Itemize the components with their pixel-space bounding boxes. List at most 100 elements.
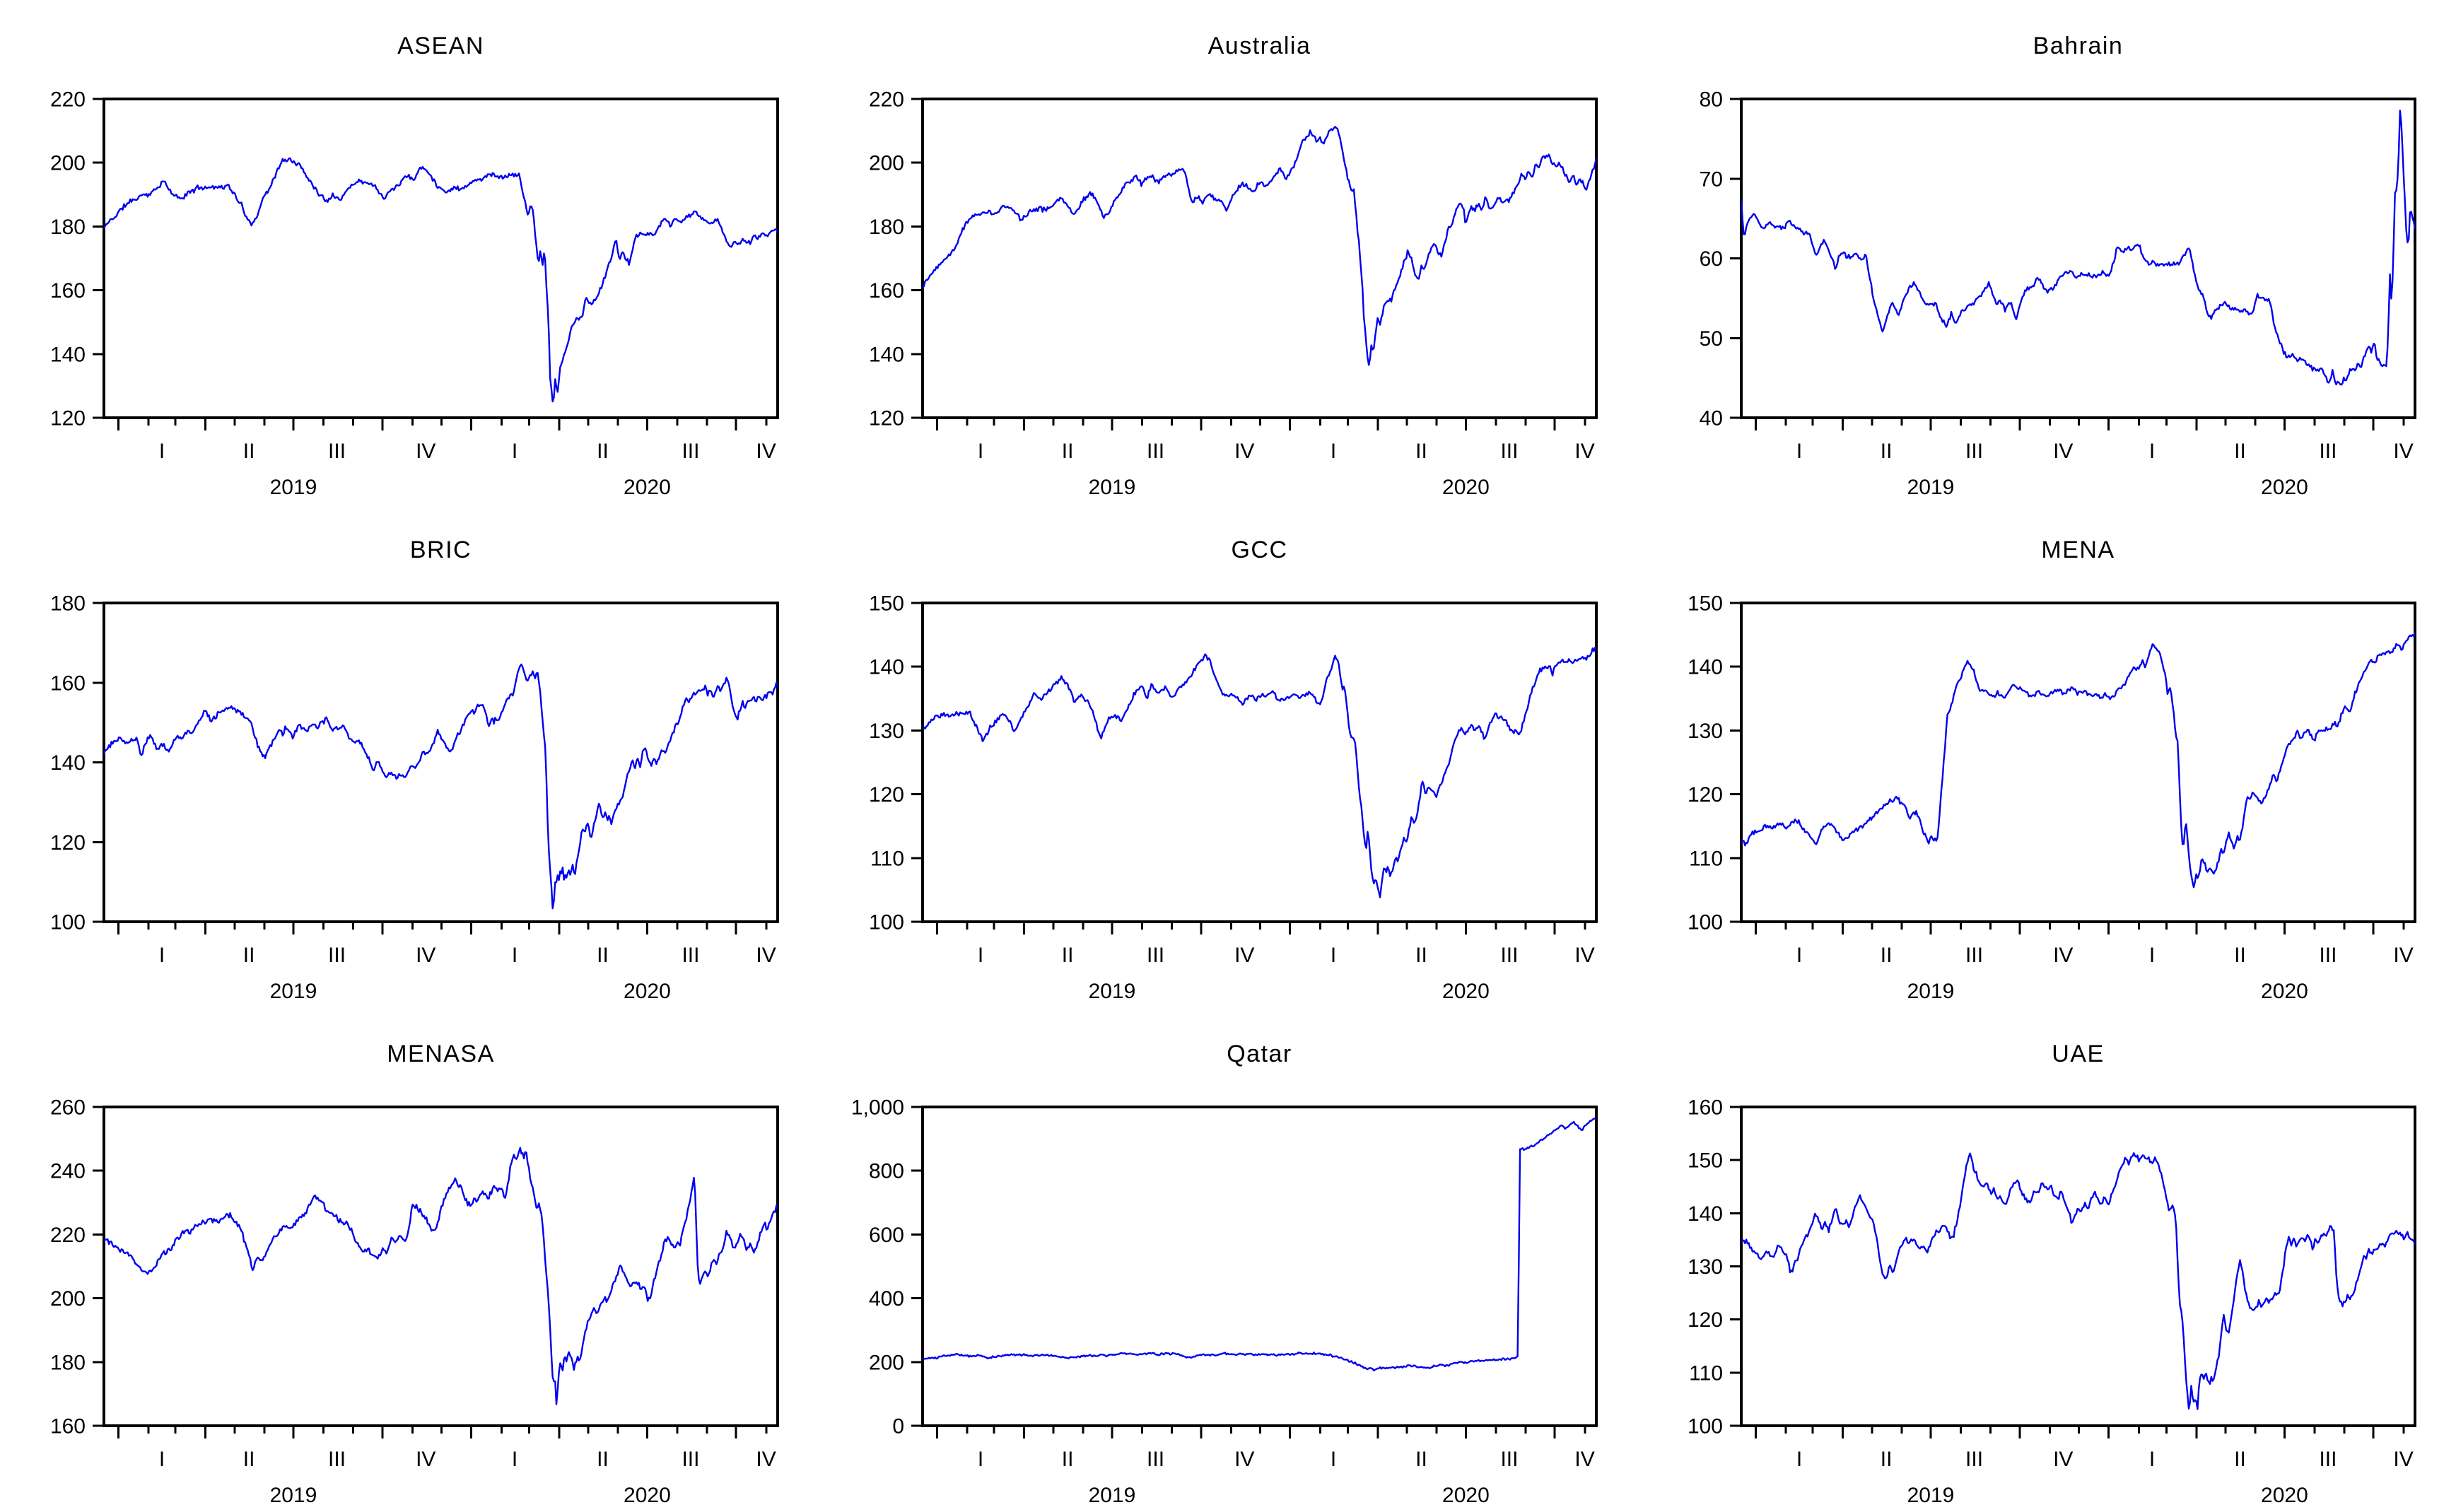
quarter-label: I [1796,944,1802,967]
chart-menasa: MENASA 160 180 200 220 240 260 I II III IV I II III I… [0,1008,819,1512]
y-axis-labels: 160 180 200 220 240 260 [50,1096,86,1438]
y-tick-label: 160 [869,279,904,303]
year-label: 2019 [270,1484,317,1507]
axis [1730,602,2405,934]
quarter-label: IV [756,440,776,463]
quarter-label: II [1062,1448,1074,1471]
quarter-label: I [1796,440,1802,463]
y-tick-label: 120 [1688,1308,1723,1332]
quarter-label: III [1147,944,1164,967]
y-tick-label: 80 [1700,88,1723,112]
y-tick-label: 120 [50,407,86,430]
y-tick-label: 200 [869,152,904,175]
y-tick-label: 110 [870,847,904,870]
y-axis-labels: 100 110 120 130 140 150 160 [1688,1096,1723,1438]
y-tick-label: 150 [1688,1149,1723,1173]
y-tick-label: 600 [869,1224,904,1247]
quarter-label: IV [1574,944,1594,967]
chart-mena: MENA 100 110 120 130 140 150 I II III IV I II III IV 2… [1637,504,2456,1008]
chart-bahrain: Bahrain 40 50 60 70 80 I II III IV I II III IV 2019 20… [1637,0,2456,504]
quarter-label: IV [1234,440,1254,463]
quarter-label: III [1965,1448,1983,1471]
axis [911,98,1586,430]
y-tick-label: 140 [50,751,86,775]
y-tick-label: 400 [869,1287,904,1311]
y-tick-label: 160 [50,1415,86,1438]
y-tick-label: 70 [1700,168,1723,191]
y-tick-label: 100 [50,911,86,934]
year-label: 2020 [624,476,671,499]
y-tick-label: 140 [869,343,904,366]
axis [93,98,768,430]
x-quarter-labels: I II III IV I II III IV [978,944,1595,967]
quarter-label: II [1415,440,1427,463]
year-label: 2020 [624,1484,671,1507]
x-quarter-labels: I II III IV I II III IV [159,440,776,463]
y-tick-label: 160 [50,672,86,695]
chart-title-bahrain: Bahrain [2033,33,2124,59]
series-line [923,126,1596,366]
y-tick-label: 180 [50,216,86,239]
quarter-label: II [2234,1448,2246,1471]
plot-box [921,1106,1598,1427]
quarter-label: III [1965,944,1983,967]
y-axis-labels: 100 110 120 130 140 150 [1688,592,1723,934]
chart-title-asean: ASEAN [397,33,484,59]
quarter-label: I [1796,1448,1802,1471]
y-tick-label: 150 [1688,592,1723,616]
y-tick-label: 140 [1688,1202,1723,1226]
x-year-labels: 2019 2020 [1089,980,1490,1003]
y-tick-label: 120 [869,407,904,430]
x-year-labels: 2019 2020 [1907,1484,2308,1507]
quarter-label: I [2149,440,2155,463]
year-label: 2020 [1442,1484,1490,1507]
x-quarter-labels: I II III IV I II III IV [978,1448,1595,1471]
series-line [104,1147,778,1405]
series-line [104,663,778,910]
quarter-label: II [1062,944,1074,967]
y-tick-label: 200 [50,152,86,175]
quarter-label: II [2234,944,2246,967]
x-quarter-labels: I II III IV I II III IV [1796,440,2414,463]
quarter-label: IV [2393,440,2413,463]
quarter-label: IV [1234,1448,1254,1471]
axis [93,1106,768,1438]
series-line [104,157,778,403]
y-tick-label: 180 [50,1351,86,1374]
quarter-label: III [328,944,346,967]
quarter-label: II [1062,440,1074,463]
x-quarter-labels: I II III IV I II III IV [1796,1448,2414,1471]
quarter-label: I [159,1448,165,1471]
chart-title-bric: BRIC [409,537,472,563]
y-tick-label: 100 [1688,1415,1723,1438]
chart-australia: Australia 120 140 160 180 200 220 I II III IV I II I… [819,0,1637,504]
y-tick-label: 160 [1688,1096,1723,1120]
plot-box [103,98,779,419]
y-axis-labels: 100 110 120 130 140 150 [869,592,904,934]
y-tick-label: 260 [50,1096,86,1120]
quarter-label: III [2319,944,2337,967]
y-tick-label: 130 [869,720,904,743]
quarter-label: III [1147,1448,1164,1471]
quarter-label: IV [756,1448,776,1471]
plot-box [921,602,1598,923]
year-label: 2019 [270,476,317,499]
quarter-label: IV [416,440,435,463]
y-tick-label: 120 [869,783,904,807]
x-quarter-labels: I II III IV I II III IV [159,944,776,967]
year-label: 2019 [1907,980,1955,1003]
y-tick-label: 40 [1700,407,1723,430]
y-tick-label: 220 [50,1224,86,1247]
x-year-labels: 2019 2020 [1089,476,1490,499]
y-tick-label: 110 [1689,1361,1723,1385]
quarter-label: I [512,440,517,463]
axis [1730,98,2405,430]
quarter-label: II [597,1448,609,1471]
quarter-label: I [159,440,165,463]
quarter-label: II [2234,440,2246,463]
quarter-label: IV [1574,440,1594,463]
